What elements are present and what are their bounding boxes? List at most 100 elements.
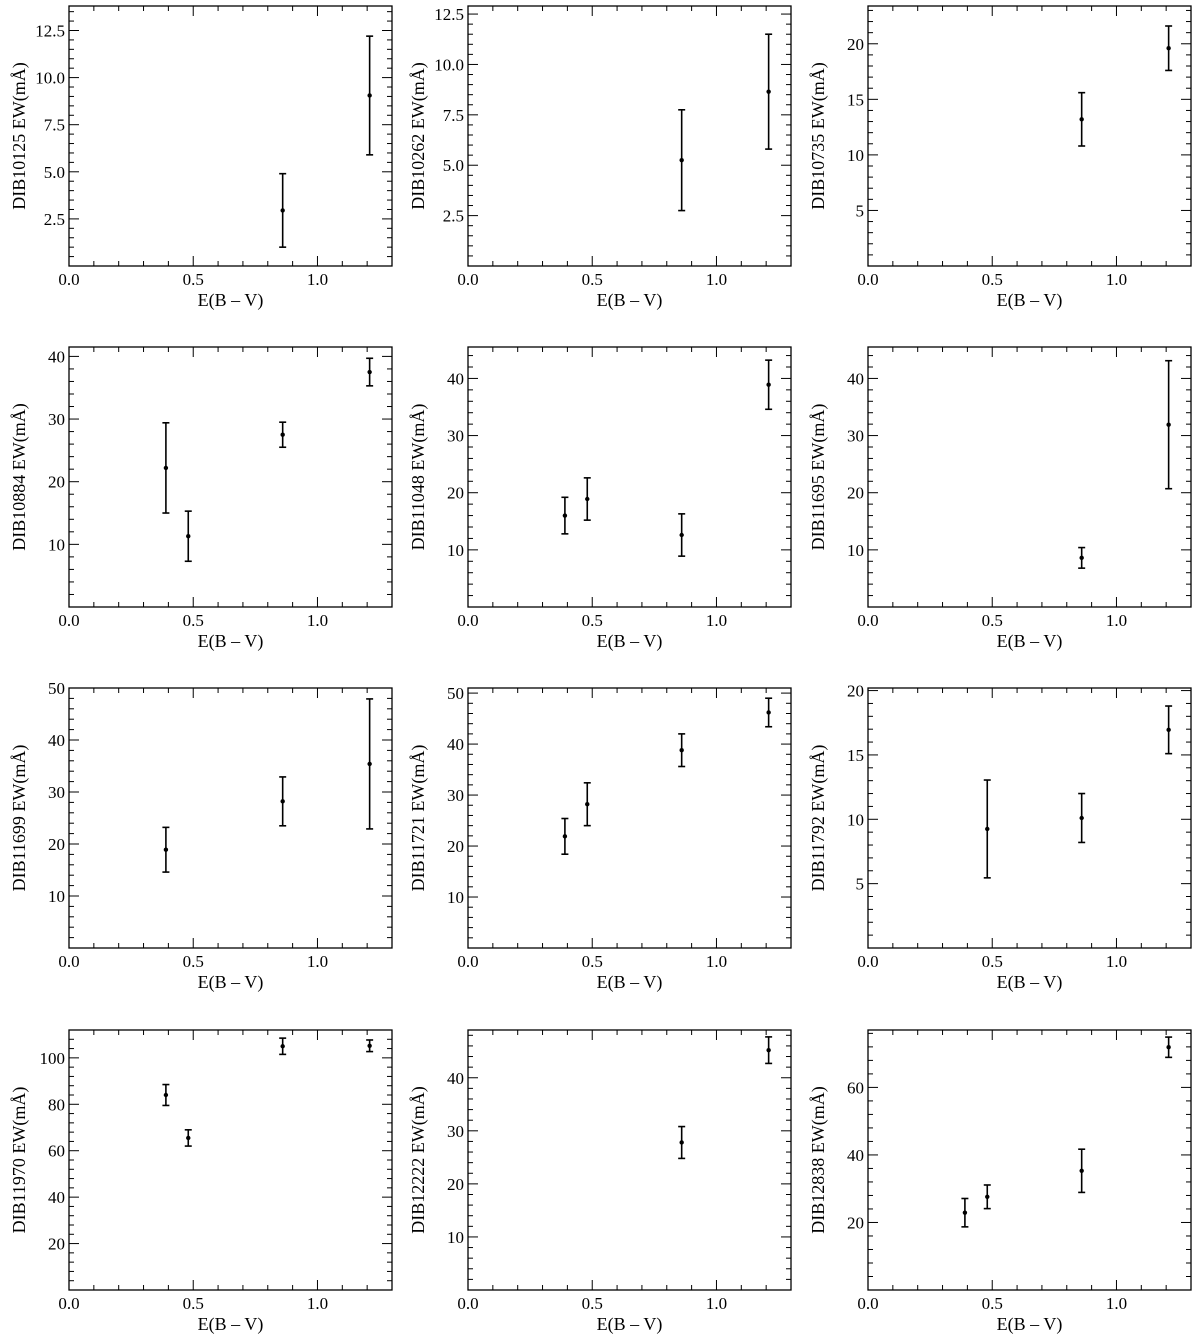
- y-tick-label: 40: [447, 1069, 464, 1088]
- chart-panel-1: 0.0 0.5 1.0 2.5 5.0 7.5 10.0 12.5 E(B – V) DIB101…: [9, 5, 393, 311]
- y-tick-label: 5: [856, 201, 865, 220]
- x-axis-label: E(B – V): [597, 290, 663, 311]
- x-axis-label: E(B – V): [597, 972, 663, 993]
- x-tick-label: 0.5: [183, 952, 204, 971]
- x-tick-label: 1.0: [1106, 952, 1127, 971]
- y-tick-label: 40: [48, 347, 65, 366]
- x-tick-label: 1.0: [307, 1294, 328, 1313]
- y-axis-label: DIB11048 EW(mÅ): [408, 404, 429, 551]
- marker: [186, 534, 191, 539]
- y-tick-label: 20: [447, 1175, 464, 1194]
- marker: [163, 847, 169, 852]
- y-tick-label: 30: [847, 427, 864, 446]
- marker: [985, 1194, 990, 1200]
- marker: [186, 1135, 191, 1141]
- y-tick-label: 20: [847, 35, 864, 54]
- y-tick-label: 80: [48, 1095, 65, 1114]
- chart-panel-3: 0.0 0.5 1.0 5 10 15 20 E(B – V) DIB10735 EW(mÅ): [808, 5, 1192, 311]
- y-tick-label: 30: [447, 786, 464, 805]
- x-axis-label: E(B – V): [597, 1314, 663, 1335]
- chart-panel-6: 0.0 0.5 1.0 10 20 30 40 E(B – V) DIB11695 EW(mÅ): [808, 346, 1192, 652]
- marker: [562, 834, 568, 839]
- y-tick-label: 100: [40, 1049, 66, 1068]
- x-tick-label: 0.0: [457, 270, 478, 289]
- marker: [585, 496, 590, 502]
- y-tick-label: 15: [847, 746, 864, 765]
- chart-panel-2: 0.0 0.5 1.0 2.5 5.0 7.5 10.0 12.5 E(B – V) DIB102…: [408, 5, 792, 311]
- marker: [280, 1044, 285, 1049]
- y-axis-label: DIB10125 EW(mÅ): [9, 62, 30, 209]
- y-axis-label: DIB11695 EW(mÅ): [808, 404, 829, 551]
- x-axis-label: E(B – V): [198, 972, 264, 993]
- chart-panel-5: 0.0 0.5 1.0 10 20 30 40 E(B – V) DIB11048 EW(mÅ): [408, 346, 792, 652]
- data-point: [366, 357, 374, 387]
- marker: [367, 1043, 372, 1048]
- y-tick-label: 30: [447, 427, 464, 446]
- data-point: [983, 1184, 991, 1210]
- y-tick-label: 20: [847, 1213, 864, 1232]
- y-tick-label: 10: [447, 541, 464, 560]
- data-point: [678, 108, 686, 212]
- x-axis-label: E(B – V): [198, 631, 264, 652]
- x-tick-label: 0.0: [58, 270, 79, 289]
- chart-panel-10: 0.0 0.5 1.0 20 40 60 80 100 E(B – V) DIB11970 EW(…: [9, 1029, 393, 1335]
- chart-panel-8: 0.0 0.5 1.0 10 20 30 40 50 E(B – V) DIB11721 EW(m…: [408, 684, 792, 993]
- data-point: [1165, 25, 1173, 72]
- x-tick-label: 0.5: [582, 611, 603, 630]
- marker: [766, 89, 771, 94]
- data-point: [162, 422, 170, 514]
- marker: [1079, 1168, 1084, 1174]
- y-axis-label: DIB12838 EW(mÅ): [808, 1086, 829, 1233]
- data-point: [1078, 546, 1086, 569]
- marker: [766, 382, 771, 387]
- plot-frame: [467, 1029, 792, 1291]
- data-point: [1165, 705, 1173, 755]
- y-tick-label: 20: [48, 473, 65, 492]
- marker: [985, 826, 990, 832]
- data-point: [678, 733, 686, 768]
- y-tick-label: 20: [847, 682, 864, 701]
- marker: [766, 710, 771, 715]
- x-tick-label: 0.0: [857, 952, 878, 971]
- data-point: [678, 513, 686, 557]
- chart-panel-7: 0.0 0.5 1.0 10 20 30 40 50 E(B – V) DIB11699 EW(m…: [9, 679, 393, 993]
- data-point: [279, 172, 287, 248]
- plot-frame: [68, 1029, 393, 1291]
- y-tick-label: 30: [48, 783, 65, 802]
- y-tick-label: 10: [447, 1228, 464, 1247]
- x-tick-label: 0.5: [982, 270, 1003, 289]
- y-tick-label: 10.0: [35, 69, 65, 88]
- y-tick-label: 20: [447, 484, 464, 503]
- x-tick-label: 0.0: [857, 270, 878, 289]
- plot-frame: [867, 5, 1192, 267]
- y-tick-label: 40: [447, 369, 464, 388]
- marker: [679, 157, 684, 163]
- y-tick-label: 20: [48, 1235, 65, 1254]
- y-tick-label: 60: [847, 1078, 864, 1097]
- x-tick-label: 1.0: [706, 1294, 727, 1313]
- x-axis-label: E(B – V): [997, 631, 1063, 652]
- marker: [280, 208, 285, 213]
- y-tick-label: 30: [447, 1122, 464, 1141]
- x-axis-label: E(B – V): [198, 1314, 264, 1335]
- chart-panel-11: 0.0 0.5 1.0 10 20 30 40 E(B – V) DIB12222 EW(mÅ): [408, 1029, 792, 1335]
- x-tick-label: 0.5: [982, 952, 1003, 971]
- x-tick-label: 0.5: [582, 1294, 603, 1313]
- data-point: [279, 421, 287, 449]
- marker: [679, 532, 684, 538]
- y-tick-label: 50: [447, 684, 464, 703]
- y-axis-label: DIB12222 EW(mÅ): [408, 1086, 429, 1233]
- y-tick-label: 60: [48, 1142, 65, 1161]
- data-point: [366, 35, 374, 156]
- marker: [766, 1047, 771, 1053]
- y-tick-label: 2.5: [44, 210, 65, 229]
- x-tick-label: 0.5: [982, 611, 1003, 630]
- data-point: [366, 698, 374, 830]
- x-tick-label: 1.0: [307, 611, 328, 630]
- marker: [1079, 117, 1084, 122]
- data-point: [561, 496, 569, 535]
- plot-frame: [867, 1029, 1192, 1291]
- x-tick-label: 0.0: [457, 611, 478, 630]
- y-tick-label: 10: [48, 535, 65, 554]
